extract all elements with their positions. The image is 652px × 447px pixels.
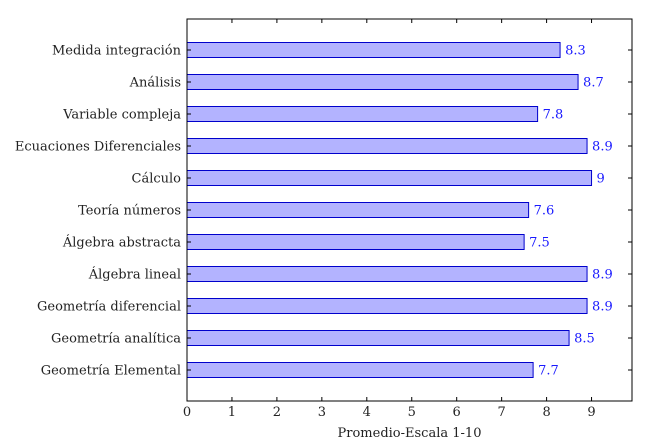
bar-value-label: 8.7 bbox=[583, 76, 604, 91]
x-axis-title: Promedio-Escala 1-10 bbox=[338, 426, 482, 441]
bar-value-label: 9 bbox=[597, 172, 605, 187]
category-label: Geometría Elemental bbox=[41, 364, 181, 379]
x-tick-label: 2 bbox=[273, 405, 281, 420]
x-tick-label: 3 bbox=[318, 405, 326, 420]
x-tick-label: 6 bbox=[453, 405, 461, 420]
bars-layer: 7.7 8.5 8.9 8.9 7.5 7.6 9 8.9 7.8 8.7 8.3 bbox=[186, 42, 613, 379]
bar bbox=[186, 202, 530, 218]
bar bbox=[186, 362, 534, 378]
category-label: Álgebra abstracta bbox=[62, 235, 181, 251]
bar-value-label: 8.9 bbox=[592, 300, 613, 315]
bar-value-label: 8.5 bbox=[574, 332, 595, 347]
bar bbox=[186, 266, 588, 282]
x-tick-label: 7 bbox=[498, 405, 506, 420]
bar-value-label: 8.9 bbox=[592, 140, 613, 155]
bar-value-label: 7.6 bbox=[534, 204, 555, 219]
bar bbox=[186, 170, 593, 186]
x-tick-label: 1 bbox=[228, 405, 236, 420]
category-label: Ecuaciones Diferenciales bbox=[15, 140, 181, 155]
category-label: Medida integración bbox=[52, 44, 182, 59]
category-label: Geometría analítica bbox=[51, 332, 181, 347]
category-label: Álgebra lineal bbox=[88, 267, 181, 283]
x-tick-label: 9 bbox=[587, 405, 595, 420]
bar bbox=[186, 234, 525, 250]
category-label: Teoría números bbox=[78, 204, 181, 219]
ticks-layer: Geometría Elemental Geometría analítica Ge… bbox=[15, 19, 632, 420]
bar-value-label: 7.7 bbox=[538, 364, 559, 379]
bar-value-label: 7.5 bbox=[529, 236, 550, 251]
bar-value-label: 8.3 bbox=[565, 44, 586, 59]
bar bbox=[186, 138, 588, 154]
plot-frame bbox=[186, 18, 633, 402]
category-label: Geometría diferencial bbox=[37, 300, 181, 315]
bar bbox=[186, 106, 539, 122]
x-tick-label: 0 bbox=[183, 405, 191, 420]
x-tick-label: 8 bbox=[542, 405, 550, 420]
bar bbox=[186, 74, 579, 90]
category-label: Variable compleja bbox=[62, 108, 181, 123]
bar bbox=[186, 330, 570, 346]
category-label: Cálculo bbox=[132, 172, 182, 187]
bar-value-label: 8.9 bbox=[592, 268, 613, 283]
x-tick-label: 4 bbox=[363, 405, 371, 420]
x-tick-label: 5 bbox=[408, 405, 416, 420]
bar bbox=[186, 42, 561, 58]
bar bbox=[186, 298, 588, 314]
category-label: Análisis bbox=[129, 76, 181, 91]
bar-value-label: 7.8 bbox=[543, 108, 564, 123]
